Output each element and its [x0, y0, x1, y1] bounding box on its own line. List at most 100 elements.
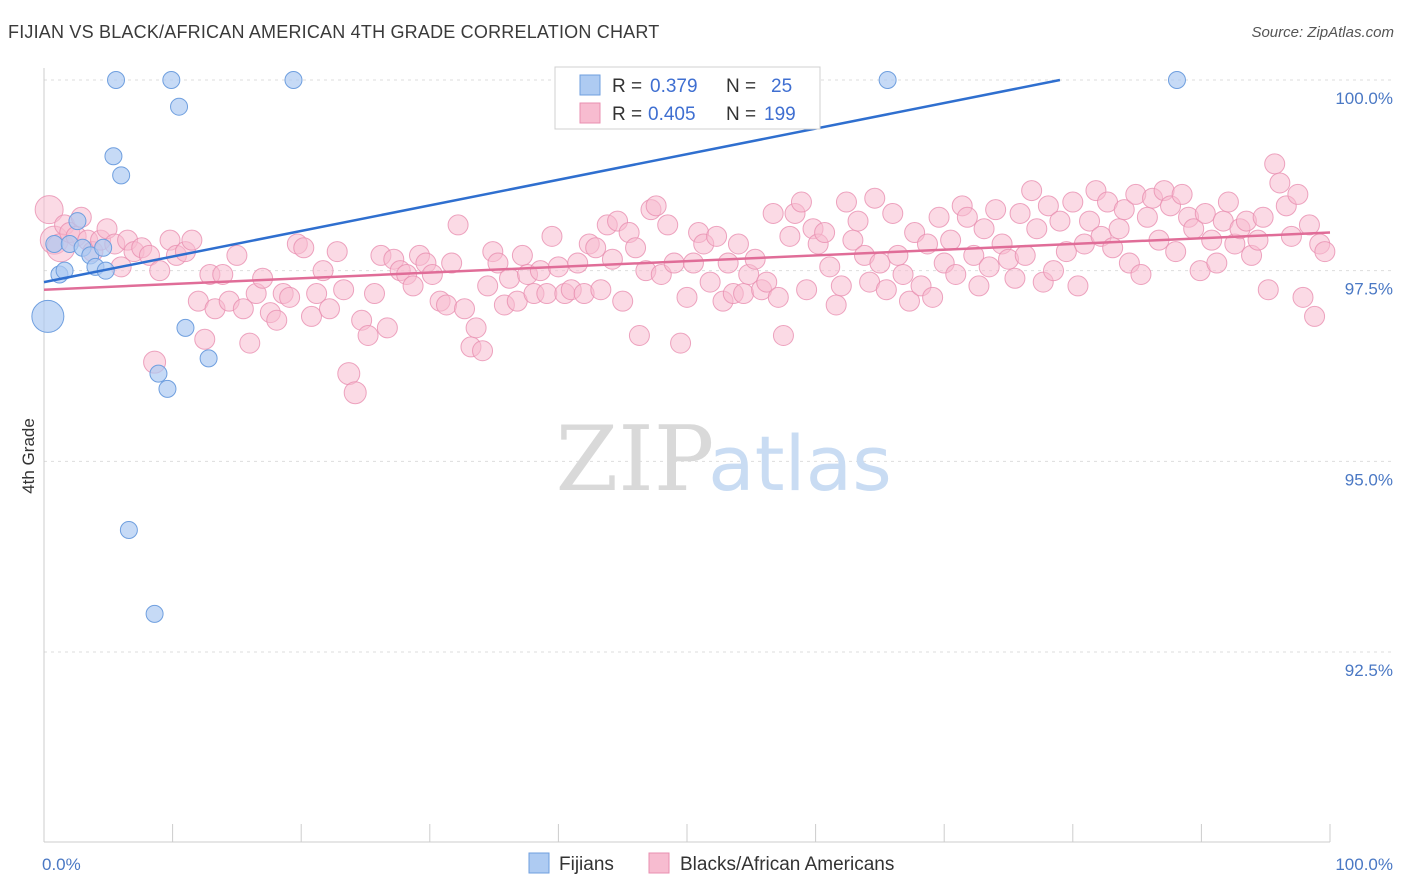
point-blacks — [1217, 191, 1239, 213]
point-fijians — [68, 212, 87, 231]
x-tick-label-min: 0.0% — [42, 855, 81, 874]
point-blacks — [601, 248, 623, 270]
point-blacks — [1062, 191, 1084, 213]
point-blacks — [985, 199, 1007, 221]
point-blacks — [1165, 241, 1187, 263]
bottom-legend-fijians: Fijians — [559, 854, 614, 875]
point-blacks — [847, 210, 869, 232]
point-blacks — [1257, 279, 1279, 301]
point-blacks — [978, 256, 1000, 278]
point-blacks — [441, 252, 463, 274]
point-blacks — [1055, 241, 1077, 263]
point-blacks — [940, 229, 962, 251]
point-blacks — [252, 267, 274, 289]
point-blacks — [1113, 199, 1135, 221]
point-blacks — [706, 225, 728, 247]
point-blacks — [869, 252, 891, 274]
point-blacks — [733, 283, 755, 305]
point-blacks — [825, 294, 847, 316]
point-blacks — [922, 286, 944, 308]
point-blacks — [1079, 210, 1101, 232]
point-blacks — [477, 275, 499, 297]
point-blacks — [585, 237, 607, 259]
point-blacks — [956, 206, 978, 228]
point-blacks — [1247, 229, 1269, 251]
x-tick-label-max: 100.0% — [1335, 855, 1393, 874]
point-fijians — [104, 147, 123, 166]
point-blacks — [682, 252, 704, 274]
point-blacks — [376, 317, 398, 339]
point-fijians — [119, 520, 138, 539]
point-blacks — [454, 298, 476, 320]
point-blacks — [612, 290, 634, 312]
point-blacks — [756, 271, 778, 293]
point-blacks — [1194, 202, 1216, 224]
y-tick-labels: 92.5% 95.0% 97.5% 100.0% — [1335, 89, 1393, 680]
point-blacks — [1130, 263, 1152, 285]
point-blacks — [625, 237, 647, 259]
point-fijians — [149, 364, 168, 383]
point-fijians — [199, 349, 218, 368]
point-blacks — [699, 271, 721, 293]
y-tick-label: 95.0% — [1345, 470, 1393, 489]
point-fijians — [176, 318, 195, 337]
point-blacks — [472, 340, 494, 362]
point-blacks — [892, 263, 914, 285]
point-blacks — [973, 218, 995, 240]
point-blacks — [1004, 267, 1026, 289]
point-blacks — [835, 191, 857, 213]
bottom-legend: Fijians Blacks/African Americans — [528, 852, 894, 875]
point-blacks — [1014, 244, 1036, 266]
bottom-legend-swatch-fijians — [528, 852, 550, 874]
point-blacks — [1021, 180, 1043, 202]
point-blacks — [767, 286, 789, 308]
source-label: Source: ZipAtlas.com — [1251, 24, 1394, 41]
point-blacks — [779, 225, 801, 247]
point-fijians — [170, 97, 189, 116]
legend-r-label-1: R = — [612, 76, 642, 97]
point-fijians — [31, 299, 65, 333]
point-blacks — [1067, 275, 1089, 297]
point-blacks — [645, 195, 667, 217]
point-blacks — [1049, 210, 1071, 232]
point-blacks — [34, 195, 64, 225]
point-blacks — [882, 202, 904, 224]
point-blacks — [318, 298, 340, 320]
legend-r-value-1: 0.379 — [650, 76, 698, 97]
point-blacks — [312, 260, 334, 282]
point-blacks — [465, 317, 487, 339]
point-blacks — [796, 279, 818, 301]
point-blacks — [343, 381, 367, 405]
point-blacks — [928, 206, 950, 228]
point-blacks — [364, 283, 386, 305]
point-blacks — [1043, 260, 1065, 282]
point-blacks — [293, 237, 315, 259]
legend-n-label-1: N = — [726, 76, 756, 97]
trend-lines — [43, 78, 1331, 291]
point-blacks — [357, 324, 379, 346]
legend-swatch-fijians — [579, 74, 601, 96]
grid-lines — [44, 79, 1392, 653]
point-blacks — [279, 286, 301, 308]
point-blacks — [226, 244, 248, 266]
chart-title: FIJIAN VS BLACK/AFRICAN AMERICAN 4TH GRA… — [8, 22, 660, 42]
point-blacks — [487, 252, 509, 274]
point-blacks — [1252, 206, 1274, 228]
point-blacks — [1206, 252, 1228, 274]
point-blacks — [1171, 183, 1193, 205]
point-fijians — [107, 71, 126, 89]
point-blacks — [1280, 225, 1302, 247]
point-blacks — [447, 214, 469, 236]
legend-n-value-2: 199 — [764, 104, 796, 125]
point-blacks — [1269, 172, 1291, 194]
point-blacks — [266, 309, 288, 331]
point-blacks — [212, 263, 234, 285]
point-blacks — [436, 294, 458, 316]
point-blacks — [232, 298, 254, 320]
point-blacks — [875, 279, 897, 301]
point-blacks — [657, 214, 679, 236]
point-blacks — [181, 229, 203, 251]
y-tick-label: 97.5% — [1345, 280, 1393, 299]
point-blacks — [326, 241, 348, 263]
